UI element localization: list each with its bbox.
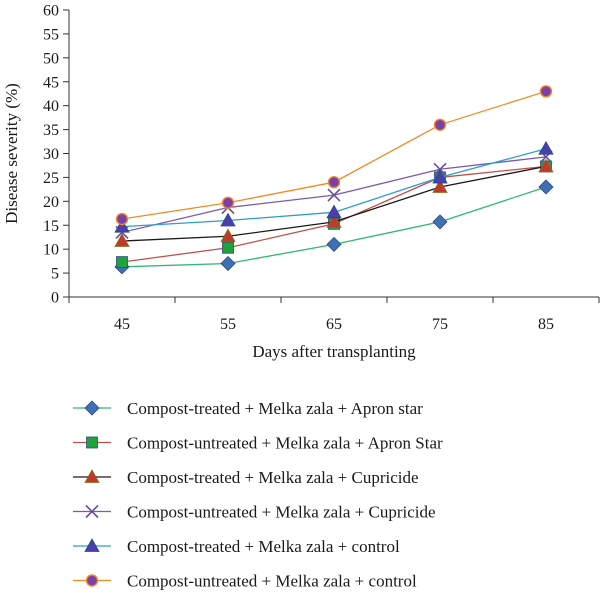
y-tick-label: 55	[43, 26, 59, 43]
legend-marker	[84, 538, 100, 552]
data-point	[114, 218, 130, 233]
data-point	[220, 255, 236, 272]
x-tick-label: 55	[220, 316, 236, 333]
legend-marker	[84, 400, 100, 416]
data-point	[326, 214, 342, 228]
legend-label: Compost-untreated + Melka zala + Apron S…	[127, 434, 443, 453]
data-point	[433, 162, 447, 176]
series-3	[114, 158, 554, 247]
legend-item: Compost-untreated + Melka zala + Cuprici…	[73, 503, 436, 522]
y-tick-label: 25	[43, 170, 59, 187]
x-tick-label: 75	[432, 316, 448, 333]
series-5	[114, 140, 554, 233]
data-point	[116, 256, 128, 268]
data-point	[115, 212, 129, 226]
x-tick-label: 85	[538, 316, 554, 333]
series-layer	[114, 85, 554, 275]
legend-item: Compost-treated + Melka zala + control	[73, 537, 400, 556]
y-tick-label: 20	[43, 194, 59, 211]
legend-label: Compost-treated + Melka zala + Cupricide	[127, 468, 419, 487]
data-point	[432, 214, 448, 230]
legend-label: Compost-untreated + Melka zala + Cuprici…	[127, 503, 436, 522]
data-point	[327, 188, 341, 202]
legend-label: Compost-treated + Melka zala + control	[127, 537, 400, 556]
legend-label: Compost-treated + Melka zala + Apron sta…	[127, 399, 423, 418]
y-tick-label: 5	[51, 266, 59, 283]
y-tick-label: 40	[43, 98, 59, 115]
y-tick-label: 0	[51, 290, 59, 307]
legend-marker	[86, 436, 98, 449]
y-tick-label: 35	[43, 122, 59, 139]
y-tick-label: 15	[43, 218, 59, 235]
x-tick-label: 45	[114, 316, 130, 333]
y-tick-label: 50	[43, 50, 59, 67]
legend-marker	[84, 469, 100, 483]
data-point	[326, 204, 342, 219]
y-tick-label: 60	[43, 3, 59, 20]
y-tick-label: 10	[43, 242, 59, 259]
legend-item: Compost-treated + Melka zala + Apron sta…	[73, 399, 423, 418]
data-point	[220, 228, 236, 243]
data-point	[220, 212, 236, 227]
y-tick-label: 30	[43, 146, 59, 163]
data-point	[114, 233, 130, 247]
data-point	[538, 140, 554, 155]
data-point	[538, 158, 554, 173]
data-point	[327, 175, 341, 189]
series-line	[121, 90, 547, 220]
data-point	[539, 85, 553, 98]
legend-item: Compost-treated + Melka zala + Cupricide	[73, 468, 419, 487]
data-point	[221, 196, 235, 209]
data-point	[433, 118, 447, 132]
legend-marker	[85, 574, 99, 587]
legend-item: Compost-untreated + Melka zala + control	[73, 572, 417, 591]
y-axis-title: Disease severity (%)	[2, 83, 21, 224]
series-6	[115, 85, 553, 226]
legend-item: Compost-untreated + Melka zala + Apron S…	[73, 434, 443, 453]
legend-marker	[85, 504, 99, 519]
x-tick-label: 65	[326, 316, 342, 333]
data-point	[538, 179, 554, 195]
y-tick-label: 45	[43, 74, 59, 91]
x-axis-title: Days after transplanting	[252, 342, 416, 361]
data-point	[326, 236, 342, 252]
legend: Compost-treated + Melka zala + Apron sta…	[73, 399, 443, 591]
data-point	[432, 169, 448, 184]
data-point	[222, 241, 234, 254]
data-point	[432, 179, 448, 193]
legend-label: Compost-untreated + Melka zala + control	[127, 572, 417, 591]
axes: 0 5 10 15 20 25 30 35 40 45 50 55 60 45 55 65 75 85	[43, 3, 600, 333]
